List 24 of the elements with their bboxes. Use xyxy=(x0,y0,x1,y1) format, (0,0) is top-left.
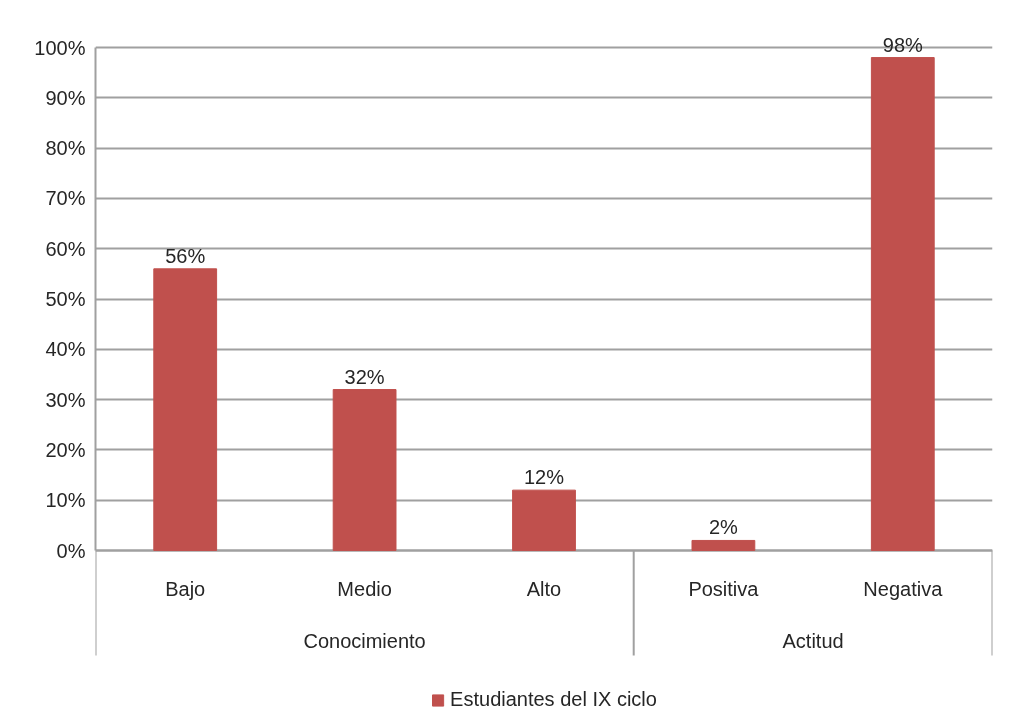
data-label: 32% xyxy=(344,365,385,388)
y-tick-label: 80% xyxy=(45,137,86,160)
y-tick-label: 30% xyxy=(45,388,86,411)
text: Actitud xyxy=(782,629,844,652)
y-tick-label: 10% xyxy=(45,489,86,512)
data-label: 2% xyxy=(708,516,739,539)
data-label: 98% xyxy=(882,33,924,56)
y-tick-label: 0% xyxy=(56,539,86,562)
x-tick-label: Negativa xyxy=(863,577,944,600)
x-tick-label: Alto xyxy=(526,577,562,600)
y-tick-label: 50% xyxy=(45,288,86,310)
y-tick-label: 60% xyxy=(45,237,86,260)
y-tick-label: 40% xyxy=(45,338,86,361)
text: Conocimiento xyxy=(303,629,426,652)
data-label: 56% xyxy=(165,244,206,267)
x-tick-label: Medio xyxy=(337,577,392,600)
y-tick-label: 20% xyxy=(45,438,86,461)
y-tick-label: 100% xyxy=(34,36,86,59)
y-tick-label: 70% xyxy=(45,187,86,210)
data-label: 12% xyxy=(523,466,565,489)
legend-label: Estudiantes del IX ciclo xyxy=(450,688,657,711)
x-tick-label: Bajo xyxy=(165,577,206,600)
x-tick-label: Positiva xyxy=(688,577,760,600)
y-tick-label: 90% xyxy=(45,86,86,109)
